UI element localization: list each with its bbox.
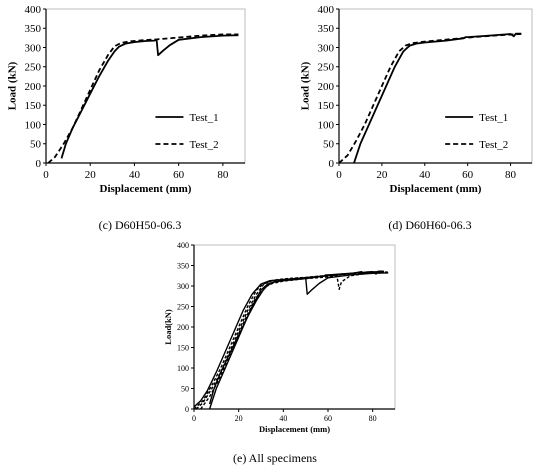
x-tick-label: 20 <box>85 169 97 181</box>
y-tick-label: 400 <box>177 241 189 250</box>
series-line-4 <box>193 271 384 410</box>
y-axis-label: Load (kN) <box>299 61 311 110</box>
series-line-2 <box>195 271 389 410</box>
x-axis-label: Displacement (mm) <box>100 183 192 195</box>
y-tick-label: 300 <box>318 42 335 54</box>
y-tick-label: 300 <box>25 42 42 54</box>
y-tick-label: 300 <box>177 282 189 291</box>
y-tick-label: 0 <box>185 405 189 414</box>
x-tick-label: 80 <box>217 169 229 181</box>
y-tick-label: 100 <box>25 119 42 131</box>
y-tick-label: 100 <box>177 364 189 373</box>
y-tick-label: 250 <box>318 62 335 74</box>
y-tick-label: 50 <box>323 139 335 151</box>
x-axis-label: Displacement (mm) <box>259 424 330 434</box>
y-tick-label: 50 <box>181 384 189 393</box>
x-tick-label: 40 <box>129 169 141 181</box>
x-tick-label: 0 <box>192 414 196 423</box>
y-tick-label: 200 <box>25 81 42 93</box>
y-tick-label: 150 <box>177 343 189 352</box>
chart-c: 0 50 100 150 200 250 300 350 400 0 20 40 60 80 Displac… <box>6 4 246 195</box>
y-tick-label: 200 <box>177 323 189 332</box>
series-line-5 <box>193 271 384 408</box>
caption-e: (e) All specimens <box>233 451 317 465</box>
chart-d: 0 50 100 150 200 250 300 350 400 0 20 40 60 80 Displac… <box>299 4 533 195</box>
y-tick-label: 0 <box>36 158 42 170</box>
legend-label: Test_1 <box>479 112 508 124</box>
y-tick-label: 250 <box>25 62 42 74</box>
x-tick-label: 60 <box>173 169 185 181</box>
y-tick-label: 150 <box>318 100 335 112</box>
x-tick-label: 20 <box>376 169 388 181</box>
series-line-test-1 <box>60 34 239 159</box>
x-tick-label: 60 <box>324 414 332 423</box>
y-tick-label: 250 <box>177 302 189 311</box>
x-tick-label: 40 <box>279 414 287 423</box>
x-tick-label: 40 <box>419 169 431 181</box>
y-axis-label: Load(kN) <box>163 309 173 345</box>
series-line-test-2 <box>47 33 239 164</box>
plot-frame <box>193 244 396 410</box>
x-axis-label: Displacement (mm) <box>390 183 482 195</box>
caption-c: (c) D60H50-06.3 <box>98 218 182 232</box>
caption-d: (d) D60H60-06.3 <box>388 218 472 232</box>
x-tick-label: 20 <box>235 414 243 423</box>
legend-label: Test_1 <box>189 112 218 124</box>
y-tick-label: 100 <box>318 119 335 131</box>
y-tick-label: 350 <box>318 23 335 35</box>
x-tick-label: 80 <box>505 169 517 181</box>
y-tick-label: 200 <box>318 81 335 93</box>
y-tick-label: 0 <box>329 158 335 170</box>
y-tick-label: 150 <box>25 100 42 112</box>
y-tick-label: 350 <box>177 261 189 270</box>
series-line-6 <box>200 271 384 410</box>
y-tick-label: 350 <box>25 23 42 35</box>
x-tick-label: 0 <box>336 169 342 181</box>
series-line-test-2 <box>338 33 522 164</box>
legend-label: Test_2 <box>479 139 508 151</box>
y-tick-label: 400 <box>25 4 42 16</box>
x-tick-label: 60 <box>462 169 474 181</box>
legend-label: Test_2 <box>189 139 218 151</box>
chart-e: 0 50 100 150 200 250 300 350 400 0 20 40 60 80 Displac… <box>163 241 396 434</box>
series-line-1 <box>208 272 389 405</box>
x-tick-label: 80 <box>369 414 377 423</box>
y-tick-label: 400 <box>318 4 335 16</box>
x-tick-label: 0 <box>43 169 49 181</box>
y-axis-label: Load (kN) <box>6 61 18 110</box>
y-tick-label: 50 <box>30 139 42 151</box>
